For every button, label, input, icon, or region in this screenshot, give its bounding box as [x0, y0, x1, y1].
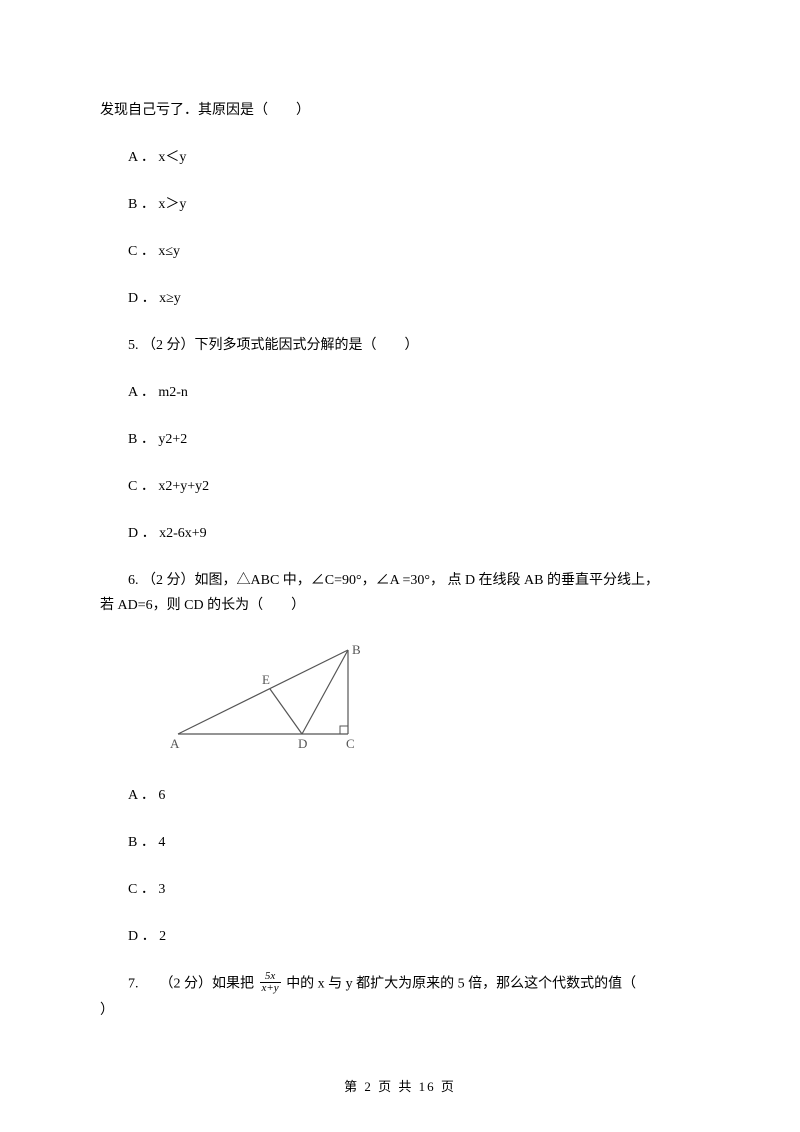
q7-pre: 7. （2 分）如果把 [128, 977, 254, 992]
q6-stem-b: 若 AD=6，则 CD 的长为（ ） [100, 595, 700, 616]
q4-option-a: A ． x＜y [100, 147, 700, 168]
q6-figure: A D C B E [170, 642, 700, 759]
q7-denominator: x+y [260, 983, 281, 994]
q6-option-b: B ． 4 [100, 832, 700, 853]
q4-option-b: B ． x＞y [100, 194, 700, 215]
q6-option-a: A ． 6 [100, 785, 700, 806]
q7-stem: 7. （2 分）如果把 5x x+y 中的 x 与 y 都扩大为原来的 5 倍，… [100, 973, 700, 996]
q7-close: ） [100, 1000, 700, 1021]
q7-post: 中的 x 与 y 都扩大为原来的 5 倍，那么这个代数式的值（ [286, 977, 636, 992]
q5-option-c: C ． x2+y+y2 [100, 476, 700, 497]
q5-option-b: B ． y2+2 [100, 429, 700, 450]
q6-stem-a: 6. （2 分）如图，△ABC 中，∠C=90°，∠A =30°， 点 D 在线… [100, 570, 700, 591]
svg-text:C: C [346, 736, 355, 751]
page-footer: 第 2 页 共 16 页 [0, 1077, 800, 1097]
q5-stem: 5. （2 分）下列多项式能因式分解的是（ ） [100, 335, 700, 356]
svg-text:E: E [262, 672, 270, 687]
q6-option-d: D ． 2 [100, 926, 700, 947]
q6-option-c: C ． 3 [100, 879, 700, 900]
q4-option-c: C ． x≤y [100, 241, 700, 262]
triangle-diagram: A D C B E [170, 642, 400, 752]
q4-option-d: D ． x≥y [100, 288, 700, 309]
q4-stem: 发现自己亏了．其原因是（ ） [100, 100, 700, 121]
q7-fraction: 5x x+y [260, 971, 281, 994]
svg-text:D: D [298, 736, 307, 751]
svg-text:A: A [170, 736, 180, 751]
q5-option-a: A ． m2-n [100, 382, 700, 403]
q5-option-d: D ． x2-6x+9 [100, 523, 700, 544]
svg-text:B: B [352, 642, 361, 657]
